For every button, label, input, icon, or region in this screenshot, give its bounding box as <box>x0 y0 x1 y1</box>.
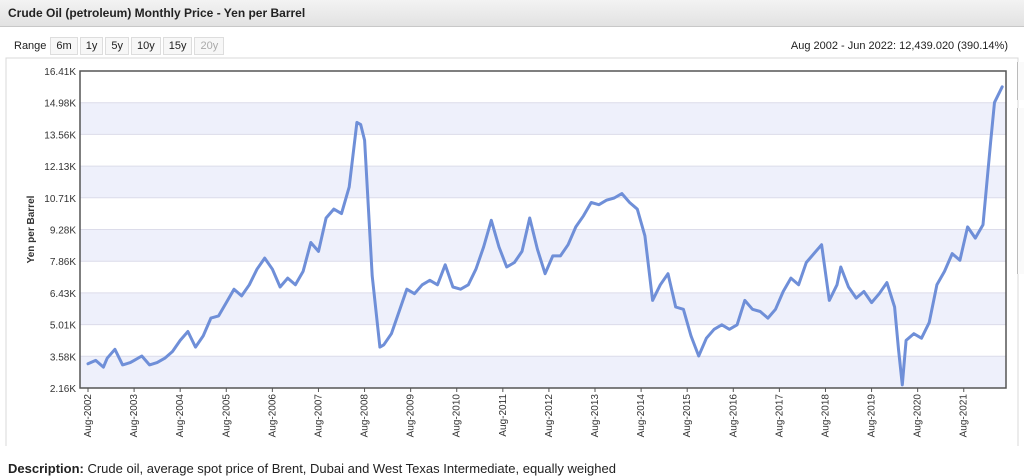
range-6m-button[interactable]: 6m <box>50 37 78 55</box>
price-series-line <box>86 85 1004 387</box>
price-chart: 2.16K 3.58K 5.01K 6.43K 7.86K 9.28K 10.71K 12.1… <box>5 57 1019 446</box>
x-tick-label: Aug-2004 <box>175 394 186 438</box>
range-selector: Range 6m 1y 5y 10y 15y 20y <box>14 36 226 56</box>
x-tick-label: Aug-2003 <box>129 394 140 438</box>
range-1y-button[interactable]: 1y <box>79 37 104 55</box>
x-tick-label: Aug-2013 <box>590 394 601 438</box>
y-tick-label: 12.13K <box>44 162 76 173</box>
grid-band <box>80 166 1006 198</box>
y-tick-label: 16.41K <box>44 67 76 78</box>
x-tick-label: Aug-2008 <box>360 394 371 438</box>
y-tick-label: 2.16K <box>50 384 76 395</box>
x-tick-label: Aug-2021 <box>959 394 970 438</box>
plot-area <box>79 70 1007 389</box>
range-5y-button[interactable]: 5y <box>105 37 129 55</box>
x-tick-label: Aug-2010 <box>452 394 463 438</box>
description: Description: Crude oil, average spot pri… <box>8 461 616 476</box>
page-title: Crude Oil (petroleum) Monthly Price - Ye… <box>8 6 306 20</box>
x-tick-label: Aug-2005 <box>221 394 232 438</box>
y-tick-label: 13.56K <box>44 130 76 141</box>
x-tick-label: Aug-2018 <box>820 394 831 438</box>
title-bar: Crude Oil (petroleum) Monthly Price - Ye… <box>0 0 1024 27</box>
range-20y-button: 20y <box>194 37 225 55</box>
grid-band <box>80 292 1006 325</box>
x-tick-label: Aug-2012 <box>544 394 555 438</box>
x-tick-label: Aug-2019 <box>867 394 878 438</box>
x-tick-label: Aug-2016 <box>728 394 739 438</box>
x-tick-label: Aug-2009 <box>406 394 417 438</box>
grid-band <box>80 356 1006 388</box>
y-tick-label: 7.86K <box>50 257 76 268</box>
x-tick-label: Aug-2017 <box>774 394 785 438</box>
x-tick-label: Aug-2020 <box>913 394 924 438</box>
y-tick-label: 6.43K <box>50 289 76 300</box>
y-tick-label: 10.71K <box>44 194 76 205</box>
y-axis-title: Yen per Barrel <box>26 195 37 263</box>
range-summary: Aug 2002 - Jun 2022: 12,439.020 (390.14%… <box>790 40 1008 52</box>
range-15y-button[interactable]: 15y <box>162 37 193 55</box>
description-text: Crude oil, average spot price of Brent, … <box>87 461 616 476</box>
description-label: Description: <box>8 461 84 476</box>
x-tick-label: Aug-2002 <box>83 394 94 438</box>
x-tick-label: Aug-2014 <box>636 394 647 438</box>
range-label: Range <box>14 40 47 52</box>
range-10y-button[interactable]: 10y <box>130 37 161 55</box>
x-tick-label: Aug-2006 <box>267 394 278 438</box>
adjacent-panel-edge <box>1017 62 1024 100</box>
grid-band <box>80 229 1006 262</box>
x-tick-label: Aug-2007 <box>313 394 324 438</box>
y-tick-label: 9.28K <box>50 226 76 237</box>
x-tick-label: Aug-2015 <box>682 394 693 438</box>
x-tick-label: Aug-2011 <box>498 394 509 437</box>
y-tick-label: 5.01K <box>50 321 76 332</box>
adjacent-panel-edge <box>1017 108 1024 274</box>
y-tick-label: 14.98K <box>44 99 76 110</box>
grid-band <box>80 102 1006 135</box>
y-tick-label: 3.58K <box>50 352 76 363</box>
